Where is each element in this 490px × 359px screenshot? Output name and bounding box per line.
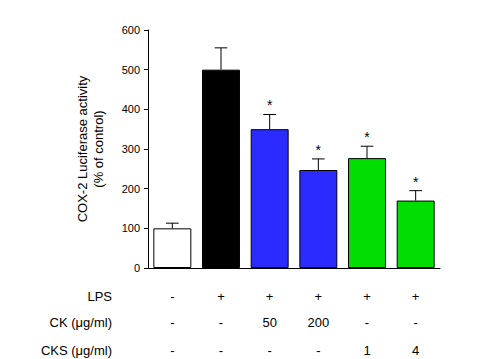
svg-text:+: +: [412, 289, 420, 304]
svg-text:0: 0: [134, 262, 140, 274]
svg-text:1: 1: [363, 343, 370, 358]
svg-text:(% of control): (% of control): [91, 110, 106, 187]
svg-text:+: +: [315, 289, 323, 304]
svg-text:*: *: [364, 129, 370, 145]
svg-text:-: -: [170, 343, 174, 358]
svg-text:LPS: LPS: [87, 289, 112, 304]
svg-text:CKS (μg/ml): CKS (μg/ml): [41, 343, 112, 358]
svg-text:CK (μg/ml): CK (μg/ml): [50, 315, 112, 330]
svg-text:100: 100: [122, 222, 140, 234]
svg-text:-: -: [316, 343, 320, 358]
svg-text:600: 600: [122, 24, 140, 36]
svg-text:COX-2 Luciferase activity: COX-2 Luciferase activity: [75, 75, 90, 222]
svg-text:+: +: [217, 289, 225, 304]
svg-text:4: 4: [412, 343, 419, 358]
svg-text:*: *: [413, 174, 419, 190]
svg-text:-: -: [170, 289, 174, 304]
svg-text:-: -: [219, 343, 223, 358]
svg-text:-: -: [170, 315, 174, 330]
svg-text:*: *: [316, 142, 322, 158]
svg-text:200: 200: [122, 183, 140, 195]
svg-text:-: -: [267, 343, 271, 358]
svg-text:200: 200: [307, 315, 329, 330]
svg-text:-: -: [219, 315, 223, 330]
svg-text:+: +: [363, 289, 371, 304]
svg-text:-: -: [365, 315, 369, 330]
svg-text:300: 300: [122, 143, 140, 155]
svg-text:+: +: [266, 289, 274, 304]
svg-text:50: 50: [262, 315, 276, 330]
svg-text:400: 400: [122, 103, 140, 115]
svg-text:*: *: [267, 97, 273, 113]
svg-text:-: -: [413, 315, 417, 330]
svg-text:500: 500: [122, 64, 140, 76]
